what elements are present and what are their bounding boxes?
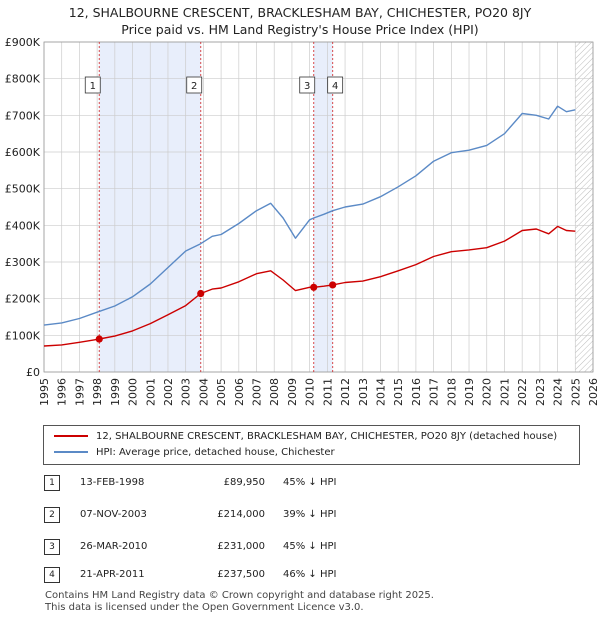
footer-licence: This data is licensed under the Open Gov…	[45, 602, 364, 613]
x-tick-label: 2006	[233, 378, 246, 406]
sale-label-text: 1	[90, 81, 96, 92]
legend-swatch-property	[54, 435, 88, 437]
transaction-row: 3 26-MAR-2010 £231,000 45% ↓ HPI	[0, 539, 600, 557]
transaction-date: 26-MAR-2010	[80, 541, 148, 552]
transaction-price: £237,500	[217, 569, 265, 580]
x-tick-label: 2026	[587, 378, 600, 406]
hpi-line	[43, 105, 576, 326]
projection-hatch	[575, 42, 593, 372]
x-tick-label: 2000	[127, 378, 140, 406]
x-tick-label: 2023	[534, 378, 547, 406]
sale-label-border	[299, 76, 316, 94]
transaction-row: 1 13-FEB-1998 £89,950 45% ↓ HPI	[0, 475, 600, 493]
legend-item-property: 12, SHALBOURNE CRESCENT, BRACKLESHAM BAY…	[54, 430, 557, 444]
x-tick-label: 2007	[251, 378, 264, 406]
x-tick-label: 2018	[445, 378, 458, 406]
x-tick-label: 2011	[321, 378, 334, 406]
transaction-row: 2 07-NOV-2003 £214,000 39% ↓ HPI	[0, 507, 600, 525]
x-tick-label: 2005	[215, 378, 228, 406]
transaction-price: £214,000	[217, 509, 265, 520]
x-tick-label: 2021	[498, 378, 511, 406]
x-tick-label: 2020	[481, 378, 494, 406]
transaction-number: 2	[44, 507, 60, 523]
sale-period-shade	[313, 42, 333, 372]
plot-border	[43, 41, 594, 373]
y-tick-label: £200K	[5, 293, 41, 306]
y-tick-label: £700K	[5, 109, 41, 122]
sale-point	[310, 283, 318, 291]
price-chart: 1 2 3 4 £0 £100K £200K £300K £400K £500K £600K £700…	[5, 36, 600, 406]
y-tick-label: £400K	[5, 219, 41, 232]
x-tick-label: 2022	[516, 378, 529, 406]
footer-copyright: Contains HM Land Registry data © Crown c…	[45, 590, 434, 601]
x-tick-label: 2016	[410, 378, 423, 406]
x-tick-label: 2015	[392, 378, 405, 406]
sale-label-box: 1	[84, 76, 101, 94]
x-tick-label: 2014	[374, 378, 387, 406]
sale-label-text: 4	[332, 81, 338, 92]
x-tick-label: 1995	[38, 378, 51, 406]
x-tick-label: 2025	[569, 378, 582, 406]
x-tick-label: 2019	[463, 378, 476, 406]
sale-label-box: 4	[327, 76, 344, 94]
x-tick-label: 1998	[91, 378, 104, 406]
chart-subtitle: Price paid vs. HM Land Registry's House …	[121, 22, 479, 37]
x-tick-label: 2017	[428, 378, 441, 406]
x-tick-label: 2002	[162, 378, 175, 406]
y-tick-label: £900K	[5, 36, 41, 49]
x-tick-label: 2009	[286, 378, 299, 406]
legend-label-hpi: HPI: Average price, detached house, Chic…	[96, 447, 335, 458]
y-tick-label: £600K	[5, 146, 41, 159]
transaction-hpi: 39% ↓ HPI	[283, 509, 337, 520]
x-tick-label: 2008	[268, 378, 281, 406]
sale-point	[95, 335, 103, 343]
legend-label-property: 12, SHALBOURNE CRESCENT, BRACKLESHAM BAY…	[96, 431, 558, 442]
x-tick-label: 2004	[197, 378, 210, 406]
sale-point	[329, 281, 337, 289]
y-tick-label: £0	[26, 366, 40, 379]
transaction-date: 21-APR-2011	[80, 569, 145, 580]
sale-label-box: 2	[186, 76, 203, 94]
sale-label-border	[186, 76, 203, 94]
transaction-hpi: 45% ↓ HPI	[283, 541, 337, 552]
x-tick-label: 2003	[180, 378, 193, 406]
x-tick-label: 1997	[73, 378, 86, 406]
sale-label-text: 3	[304, 81, 310, 92]
x-tick-label: 2012	[339, 378, 352, 406]
y-tick-label: £500K	[5, 183, 41, 196]
legend: 12, SHALBOURNE CRESCENT, BRACKLESHAM BAY…	[43, 425, 580, 465]
sale-point	[197, 289, 205, 298]
x-tick-label: 2013	[357, 378, 370, 406]
transaction-number: 3	[44, 539, 60, 555]
transaction-date: 13-FEB-1998	[80, 477, 145, 488]
x-tick-label: 2001	[144, 378, 157, 406]
x-tick-label: 1999	[109, 378, 122, 406]
x-tick-label: 2024	[552, 378, 565, 406]
y-tick-label: £800K	[5, 73, 41, 86]
sale-label-border	[84, 76, 101, 94]
legend-item-hpi: HPI: Average price, detached house, Chic…	[54, 446, 335, 460]
transaction-hpi: 46% ↓ HPI	[283, 569, 337, 580]
transaction-price: £231,000	[217, 541, 265, 552]
sale-label-box: 3	[299, 76, 316, 94]
chart-title: 12, SHALBOURNE CRESCENT, BRACKLESHAM BAY…	[68, 5, 532, 20]
transaction-date: 07-NOV-2003	[80, 509, 147, 520]
transaction-price: £89,950	[223, 477, 265, 488]
transaction-hpi: 45% ↓ HPI	[283, 477, 337, 488]
x-tick-label: 2010	[304, 378, 317, 406]
transaction-number: 1	[44, 475, 60, 491]
sale-label-text: 2	[191, 81, 197, 92]
y-tick-label: £300K	[5, 256, 41, 269]
y-tick-label: £100K	[5, 329, 41, 342]
sale-label-border	[327, 76, 344, 94]
transaction-row: 4 21-APR-2011 £237,500 46% ↓ HPI	[0, 567, 600, 585]
transaction-number: 4	[44, 567, 60, 583]
x-tick-label: 1996	[56, 378, 69, 406]
legend-swatch-hpi	[54, 451, 88, 453]
